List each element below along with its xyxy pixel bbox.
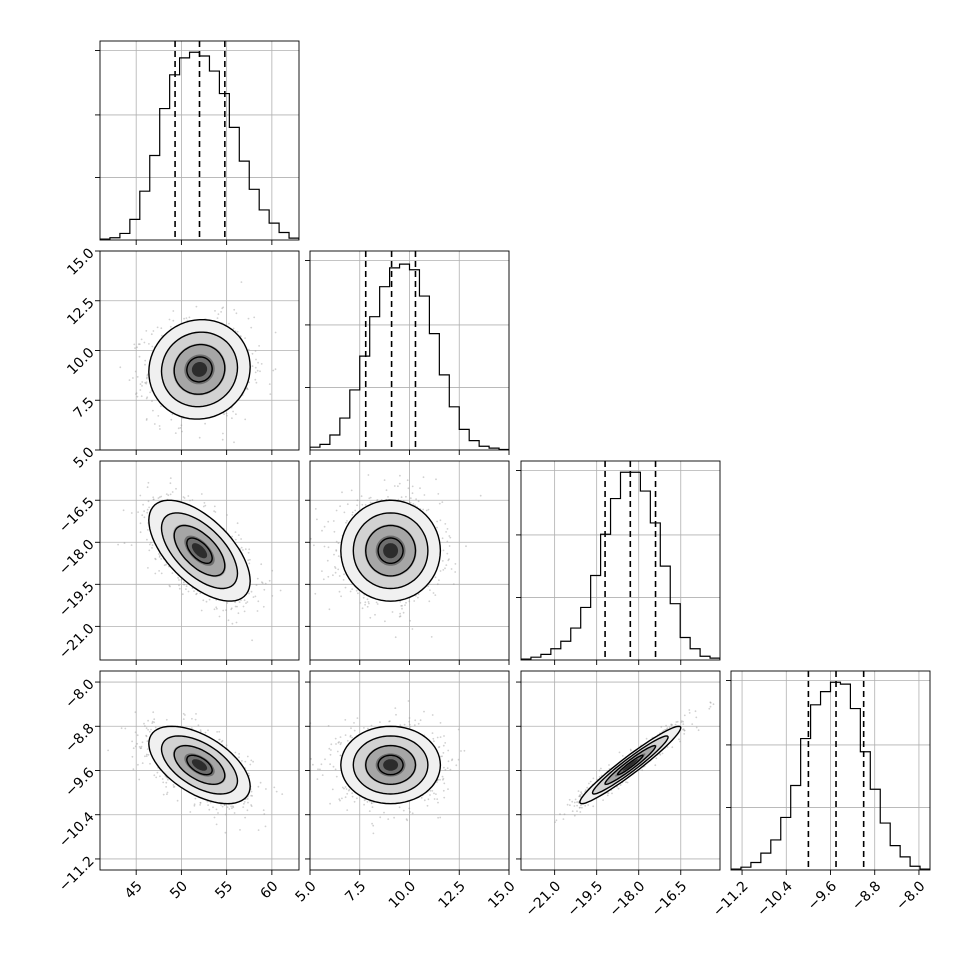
- scatter-panel-2-0: −21.0−19.5−18.0−16.5: [56, 460, 300, 665]
- density-fill: [191, 543, 208, 559]
- contour-line: [364, 524, 417, 577]
- x-tick-label: −16.5: [649, 878, 691, 920]
- x-tick-label: −11.2: [710, 878, 752, 920]
- x-tick-label: 10.0: [386, 878, 419, 911]
- contour-line: [377, 537, 404, 564]
- scatter-panel-3-2: −21.0 −19.5 −18.0 −16.5: [516, 670, 721, 920]
- hist-panel-2: [516, 460, 721, 665]
- y-tick-label: −19.5: [56, 579, 98, 621]
- contour-line: [352, 512, 429, 590]
- x-tick-label: −19.5: [565, 878, 607, 920]
- density-fill: [622, 759, 638, 771]
- x-tick-label: 15.0: [485, 878, 518, 911]
- y-tick-label: −8.8: [62, 721, 97, 756]
- contour-line: [173, 343, 226, 395]
- scatter-panel-2-1: [305, 460, 510, 665]
- histogram-step: [310, 263, 509, 450]
- scatter-panel-3-0: 45 50 55 60 −11.2−10.4 −9.6 −8.8 −8.0: [56, 670, 300, 902]
- contour-line: [186, 356, 213, 383]
- x-tick-label: −18.0: [607, 878, 649, 920]
- y-tick-label: 7.5: [71, 395, 98, 422]
- scatter-panel-3-1: 5.0 7.5 10.0 12.5 15.0: [293, 670, 519, 912]
- panel-border: [99, 40, 300, 241]
- x-tick-label: 60: [258, 878, 282, 902]
- contour-line: [364, 744, 417, 786]
- x-tick-label: −8.0: [893, 878, 928, 913]
- contour-line: [148, 319, 251, 420]
- density-fill: [383, 759, 399, 771]
- x-tick-label: −8.8: [849, 878, 884, 913]
- panel-border: [99, 460, 300, 661]
- y-tick-label: −21.0: [56, 621, 98, 663]
- contour-line: [148, 499, 251, 602]
- hist-panel-0: [95, 40, 300, 245]
- contour-line: [340, 499, 442, 602]
- contour-line: [604, 744, 657, 786]
- contour-line: [186, 754, 213, 776]
- hist-panel-1: [305, 250, 510, 455]
- x-tick-label: −9.6: [805, 878, 840, 913]
- contour-line: [160, 735, 239, 795]
- contour-line: [340, 725, 442, 805]
- contour-line: [617, 754, 644, 776]
- density-fill: [191, 759, 208, 771]
- x-tick-label: −10.4: [754, 878, 796, 920]
- density-fill: [383, 543, 399, 559]
- contour-line: [160, 331, 239, 408]
- x-tick-label: 45: [122, 878, 146, 902]
- histogram-step: [731, 681, 930, 870]
- contour-line: [148, 725, 251, 805]
- y-tick-label: 12.5: [64, 295, 97, 328]
- y-tick-label: −16.5: [56, 495, 98, 537]
- hist-panel-3: −11.2 −10.4 −9.6 −8.8 −8.0: [710, 670, 931, 920]
- contour-line: [579, 725, 682, 805]
- y-tick-label: 15.0: [64, 245, 97, 278]
- x-tick-label: 55: [212, 878, 236, 902]
- y-tick-label: −11.2: [56, 853, 98, 895]
- x-tick-label: 50: [167, 878, 191, 902]
- contour-line: [173, 744, 226, 786]
- x-tick-label: −21.0: [523, 878, 565, 920]
- y-tick-label: 10.0: [64, 345, 97, 378]
- contour-line: [377, 754, 404, 776]
- scatter-panel-1-0: 5.0 7.5 10.0 12.5 15.0: [64, 245, 300, 471]
- density-fill: [191, 362, 208, 377]
- x-tick-label: 5.0: [293, 878, 320, 905]
- contour-line: [160, 512, 239, 590]
- contour-line: [186, 537, 213, 564]
- x-tick-label: 12.5: [436, 878, 469, 911]
- contour-line: [352, 735, 429, 795]
- panel-border: [520, 460, 721, 661]
- histogram-step: [521, 471, 720, 660]
- y-tick-label: −10.4: [56, 809, 98, 851]
- contour-line: [591, 735, 669, 795]
- y-tick-label: −8.0: [62, 676, 97, 711]
- contour-line: [173, 524, 226, 577]
- y-tick-label: −18.0: [56, 537, 98, 579]
- x-tick-label: 7.5: [342, 878, 369, 905]
- y-tick-label: 5.0: [71, 444, 98, 471]
- y-tick-label: −9.6: [62, 765, 97, 800]
